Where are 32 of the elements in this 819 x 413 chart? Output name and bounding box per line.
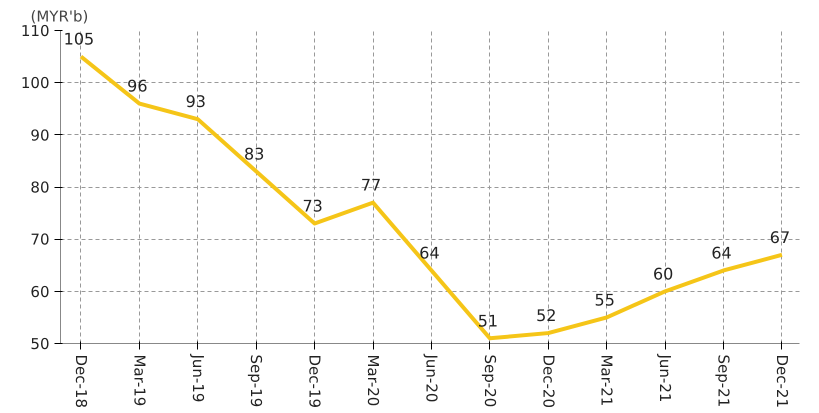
data-label: 52 (536, 306, 556, 326)
data-label: 93 (186, 92, 206, 112)
data-label: 51 (478, 311, 498, 330)
x-tick-label: Mar-20 (364, 354, 382, 406)
y-tick-label: 60 (30, 282, 50, 301)
x-tick-label: Sep-19 (247, 354, 266, 408)
x-tick-label: Sep-20 (480, 354, 499, 408)
x-tick-label: Jun-19 (188, 354, 207, 402)
y-tick-label: 100 (20, 74, 50, 92)
data-label: 64 (419, 243, 440, 262)
x-tick-label: Dec-19 (306, 354, 324, 408)
data-label: 83 (244, 144, 264, 164)
x-tick-label: Dec-18 (72, 354, 90, 408)
x-tick-label: Dec-20 (539, 354, 558, 408)
data-label: 77 (360, 176, 382, 195)
x-tick-label: Jun-21 (656, 354, 674, 402)
data-label: 105 (64, 30, 94, 49)
data-label: 64 (711, 243, 732, 262)
data-label: 96 (127, 76, 148, 96)
data-label: 55 (594, 290, 615, 310)
y-tick-label: 70 (30, 230, 50, 249)
y-tick-label: 80 (30, 178, 50, 196)
x-tick-label: Jun-20 (422, 354, 440, 402)
x-tick-label: Dec-21 (772, 354, 791, 408)
data-label: 73 (302, 196, 323, 216)
x-tick-label: Mar-21 (598, 354, 616, 406)
x-tick-label: Mar-19 (130, 354, 148, 406)
data-label: 67 (770, 228, 790, 247)
y-tick-label: 50 (30, 335, 50, 353)
data-label: 60 (652, 264, 674, 284)
y-tick-label: 90 (30, 126, 50, 144)
x-tick-label: Sep-21 (714, 354, 733, 408)
